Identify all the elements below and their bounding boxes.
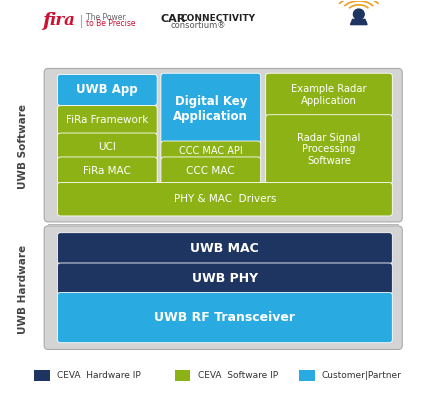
Text: UWB PHY: UWB PHY	[192, 272, 258, 285]
Text: CCC MAC: CCC MAC	[187, 166, 235, 176]
Text: UWB RF Transceiver: UWB RF Transceiver	[154, 311, 295, 324]
Text: FiRa Framework: FiRa Framework	[66, 115, 149, 125]
FancyBboxPatch shape	[57, 292, 392, 343]
FancyBboxPatch shape	[266, 73, 392, 116]
Text: Customer|Partner: Customer|Partner	[322, 371, 402, 380]
Text: The Power: The Power	[86, 13, 125, 22]
FancyBboxPatch shape	[161, 141, 261, 160]
FancyBboxPatch shape	[57, 74, 157, 106]
FancyBboxPatch shape	[161, 157, 261, 184]
Text: Digital Key
Application: Digital Key Application	[173, 95, 248, 123]
Text: ira: ira	[49, 12, 76, 29]
FancyBboxPatch shape	[266, 115, 392, 184]
FancyBboxPatch shape	[57, 233, 392, 264]
Text: UWB MAC: UWB MAC	[190, 242, 259, 255]
Text: CEVA  Hardware IP: CEVA Hardware IP	[57, 371, 141, 380]
Text: consortium®: consortium®	[170, 21, 226, 30]
FancyBboxPatch shape	[57, 157, 157, 184]
Text: UWB App: UWB App	[76, 84, 138, 96]
FancyBboxPatch shape	[57, 106, 157, 135]
Bar	[299, 370, 314, 381]
Text: Example Radar
Application: Example Radar Application	[291, 84, 367, 106]
Text: to Be Precise: to Be Precise	[86, 19, 135, 28]
FancyBboxPatch shape	[57, 263, 392, 294]
FancyBboxPatch shape	[44, 226, 402, 350]
Text: Radar Signal
Processing
Software: Radar Signal Processing Software	[298, 133, 361, 166]
FancyBboxPatch shape	[57, 133, 157, 160]
FancyBboxPatch shape	[57, 182, 392, 216]
Polygon shape	[351, 20, 367, 25]
Text: CCC MAC API: CCC MAC API	[179, 146, 243, 156]
Text: UCI: UCI	[98, 142, 116, 152]
Text: UWB Hardware: UWB Hardware	[19, 245, 28, 334]
Text: UWB Software: UWB Software	[19, 104, 28, 189]
FancyBboxPatch shape	[161, 73, 261, 144]
Text: FiRa MAC: FiRa MAC	[84, 166, 131, 176]
Bar	[175, 370, 190, 381]
Text: f: f	[42, 12, 51, 30]
Text: PHY & MAC  Drivers: PHY & MAC Drivers	[174, 194, 276, 204]
FancyBboxPatch shape	[44, 68, 402, 222]
Text: CAR: CAR	[160, 14, 185, 24]
Text: CEVA  Software IP: CEVA Software IP	[198, 371, 278, 380]
Text: CONNECTIVITY: CONNECTIVITY	[181, 14, 256, 23]
Circle shape	[353, 9, 364, 20]
Bar	[34, 370, 49, 381]
